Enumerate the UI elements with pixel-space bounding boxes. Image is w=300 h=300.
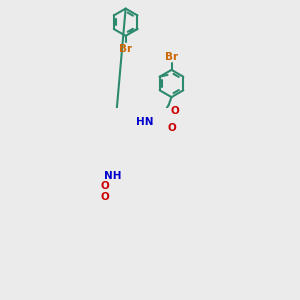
Text: Br: Br xyxy=(165,52,178,62)
Text: O: O xyxy=(100,192,109,203)
Text: O: O xyxy=(101,181,110,191)
Text: NH: NH xyxy=(104,171,122,181)
Text: HN: HN xyxy=(136,116,154,127)
Text: Br: Br xyxy=(119,44,132,54)
Text: O: O xyxy=(168,123,177,133)
Text: O: O xyxy=(170,106,179,116)
